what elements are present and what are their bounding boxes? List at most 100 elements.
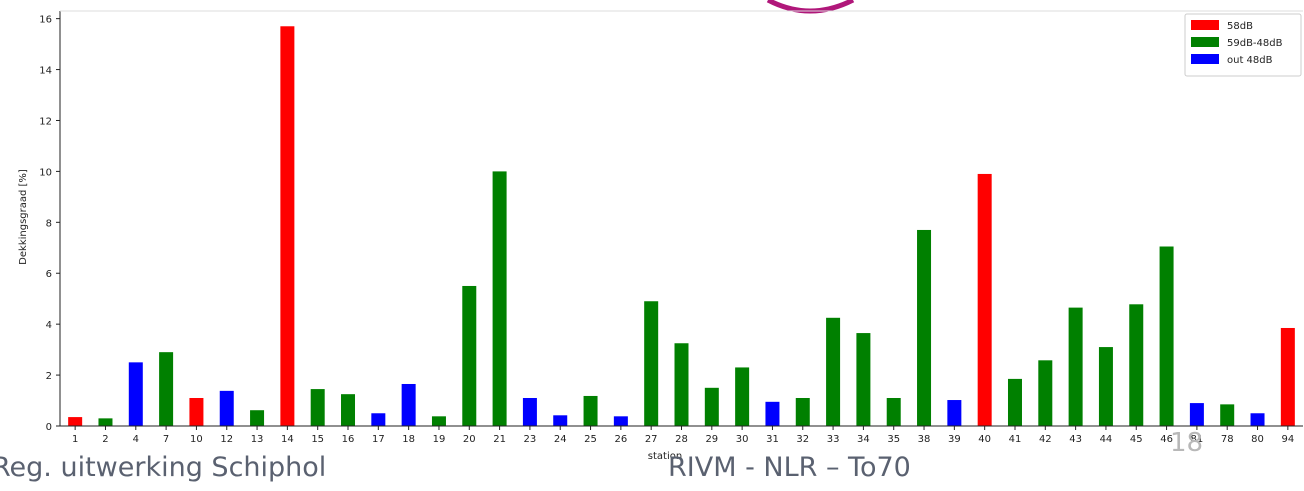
bar-station-14 <box>280 26 295 427</box>
x-tick-label: 23 <box>524 434 537 445</box>
bar-station-20 <box>462 285 477 426</box>
bar-station-33 <box>826 317 841 426</box>
x-tick-label: 31 <box>766 434 779 445</box>
bar-station-19 <box>431 416 446 426</box>
bar-station-28 <box>674 343 689 426</box>
bar-station-7 <box>159 352 174 426</box>
bar-station-39 <box>947 400 962 426</box>
x-tick-label: 18 <box>402 434 415 445</box>
bar-station-34 <box>856 333 871 426</box>
legend-swatch <box>1191 20 1219 30</box>
bar-station-4 <box>128 362 143 426</box>
y-axis-title: Dekkingsgraad [%] <box>18 169 29 265</box>
x-tick-label: 24 <box>554 434 567 445</box>
legend: 58dB 59dB-48dB out 48dB <box>1184 13 1302 77</box>
x-tick-label: 28 <box>675 434 688 445</box>
x-tick-label: 46 <box>1160 434 1173 445</box>
bar-station-44 <box>1098 347 1113 426</box>
footer-left-text: Reg. uitwerking Schiphol <box>0 452 327 483</box>
bar-station-32 <box>795 397 810 426</box>
bar-station-30 <box>735 367 750 426</box>
bar-station-38 <box>917 229 932 426</box>
x-tick-label: 4 <box>133 434 139 445</box>
legend-label: out 48dB <box>1227 55 1273 66</box>
bar-station-35 <box>886 397 901 426</box>
bar-station-46 <box>1159 246 1174 426</box>
x-tick-label: 43 <box>1069 434 1082 445</box>
x-tick-label: 25 <box>584 434 597 445</box>
bar-station-16 <box>341 394 356 426</box>
x-tick-label: 42 <box>1039 434 1052 445</box>
y-tick-label: 16 <box>39 15 52 26</box>
bar-station-31 <box>765 401 780 426</box>
decorative-arc <box>766 0 855 14</box>
y-tick-label: 0 <box>46 422 52 433</box>
y-tick-label: 4 <box>46 320 52 331</box>
x-tick-label: 27 <box>645 434 658 445</box>
bar-station-23 <box>522 397 537 426</box>
x-tick-label: 7 <box>163 434 169 445</box>
bar-station-18 <box>401 383 416 426</box>
bar-station-15 <box>310 389 325 426</box>
x-tick-label: 14 <box>281 434 294 445</box>
x-tick-label: 33 <box>827 434 840 445</box>
bar-station-80 <box>1250 413 1265 426</box>
x-tick-label: 29 <box>705 434 718 445</box>
bar-station-81 <box>1189 403 1204 426</box>
x-tick-label: 16 <box>342 434 355 445</box>
bar-station-10 <box>189 397 204 426</box>
bar-station-17 <box>371 413 386 426</box>
x-tick-label: 81 <box>1191 434 1204 445</box>
y-tick-label: 2 <box>46 371 52 382</box>
x-tick-label: 78 <box>1221 434 1234 445</box>
y-tick-label: 6 <box>46 269 52 280</box>
bar-station-1 <box>68 417 83 426</box>
bar-station-29 <box>704 387 719 426</box>
x-tick-label: 34 <box>857 434 870 445</box>
y-tick-label: 12 <box>39 116 52 127</box>
legend-swatch <box>1191 37 1219 47</box>
bar-station-94 <box>1280 327 1295 426</box>
x-tick-label: 45 <box>1130 434 1143 445</box>
y-tick-label: 10 <box>39 167 52 178</box>
x-tick-label: 19 <box>433 434 446 445</box>
x-tick-label: 32 <box>796 434 809 445</box>
x-tick-label: 21 <box>493 434 506 445</box>
x-tick-label: 94 <box>1281 434 1294 445</box>
x-tick-label: 30 <box>736 434 749 445</box>
x-tick-label: 39 <box>948 434 961 445</box>
x-axis-title: station <box>648 451 682 462</box>
x-tick-label: 41 <box>1009 434 1022 445</box>
x-tick-label: 38 <box>918 434 931 445</box>
bar-station-12 <box>219 390 234 426</box>
bar-station-27 <box>644 301 659 426</box>
bar-station-40 <box>977 173 992 426</box>
x-tick-label: 17 <box>372 434 385 445</box>
x-tick-label: 12 <box>220 434 233 445</box>
x-tick-label: 40 <box>978 434 991 445</box>
bar-station-41 <box>1007 378 1022 426</box>
bar-station-24 <box>553 415 568 426</box>
x-tick-label: 80 <box>1251 434 1264 445</box>
slide-number: 18 <box>1170 428 1204 458</box>
legend-label: 58dB <box>1227 21 1253 32</box>
x-tick-label: 26 <box>614 434 627 445</box>
bar-station-25 <box>583 395 598 426</box>
bar-station-43 <box>1068 307 1083 426</box>
x-tick-label: 2 <box>102 434 108 445</box>
x-tick-label: 1 <box>72 434 78 445</box>
y-tick-label: 14 <box>39 66 52 77</box>
bar-station-78 <box>1220 404 1235 426</box>
bar-station-26 <box>613 416 628 426</box>
x-tick-label: 20 <box>463 434 476 445</box>
x-tick-label: 10 <box>190 434 203 445</box>
x-tick-label: 44 <box>1100 434 1113 445</box>
footer-center-text: RIVM - NLR – To70 <box>668 452 911 483</box>
legend-swatch <box>1191 54 1219 64</box>
x-tick-label: 35 <box>887 434 900 445</box>
legend-label: 59dB-48dB <box>1227 38 1283 49</box>
bar-station-13 <box>250 410 265 426</box>
y-tick-label: 8 <box>46 218 52 229</box>
bar-station-21 <box>492 171 507 426</box>
